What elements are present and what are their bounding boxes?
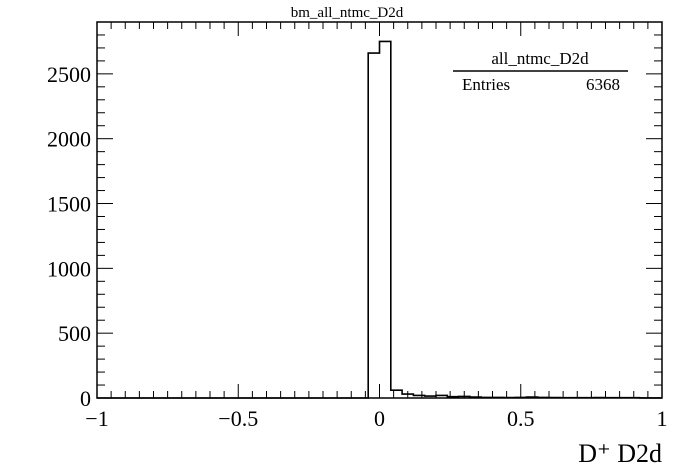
y-tick-label: 2000 [47,127,91,152]
y-tick-label: 2500 [47,62,91,87]
y-tick-label: 1000 [47,256,91,281]
y-tick-label: 1500 [47,192,91,217]
legend-stats-box: all_ntmc_D2d Entries 6368 [453,49,628,94]
legend-entries-label: Entries [462,75,510,94]
x-tick-label: −1 [85,406,108,431]
chart-title: bm_all_ntmc_D2d [291,5,404,21]
x-tick-label: 0.5 [507,406,535,431]
x-tick-label: 1 [657,406,668,431]
histogram-bin [380,41,391,398]
y-tick-label: 0 [80,386,91,411]
histogram-bin [391,390,402,398]
x-tick-label: −0.5 [218,406,258,431]
plot-frame [96,21,663,399]
x-axis-label: D⁺ D2d [578,439,662,468]
plot-border [96,21,663,399]
axis-ticks: −1 −0.5 0 0.5 1 0 500 1000 1500 2000 2500 [47,21,668,431]
histogram-bin [368,53,379,398]
y-tick-label: 500 [58,321,91,346]
histogram-outline [97,40,662,399]
histogram-bars [97,40,662,399]
legend-entries-value: 6368 [586,75,620,94]
x-tick-label: 0 [374,406,385,431]
legend-histogram-name: all_ntmc_D2d [491,49,589,68]
